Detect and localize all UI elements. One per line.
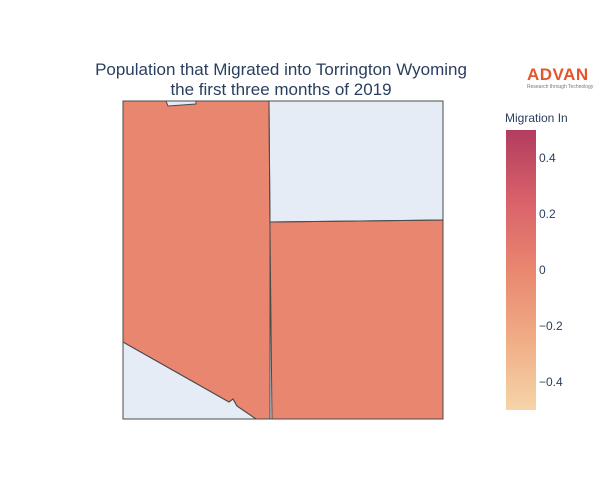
colorbar-title: Migration In bbox=[505, 111, 568, 125]
region-southeast[interactable] bbox=[269, 219, 444, 420]
chart-title-line-1: Population that Migrated into Torrington… bbox=[95, 60, 467, 79]
logo-tagline: Research through Technology bbox=[527, 84, 594, 90]
colorbar-tick-neg-0-4: −0.4 bbox=[539, 375, 563, 389]
chart-title: Population that Migrated into Torrington… bbox=[40, 60, 522, 100]
colorbar-tick-0: 0 bbox=[539, 263, 546, 277]
logo-wordmark: ADVAN bbox=[527, 65, 589, 84]
map-frame bbox=[122, 100, 444, 420]
colorbar-tick-neg-0-2: −0.2 bbox=[539, 319, 563, 333]
advan-logo: ADVAN Research through Technology bbox=[527, 65, 597, 91]
colorbar-tick-0-4: 0.4 bbox=[539, 151, 556, 165]
colorbar-gradient bbox=[506, 130, 536, 410]
colorbar-tick-0-2: 0.2 bbox=[539, 207, 556, 221]
chart-title-line-2: the first three months of 2019 bbox=[170, 80, 392, 99]
